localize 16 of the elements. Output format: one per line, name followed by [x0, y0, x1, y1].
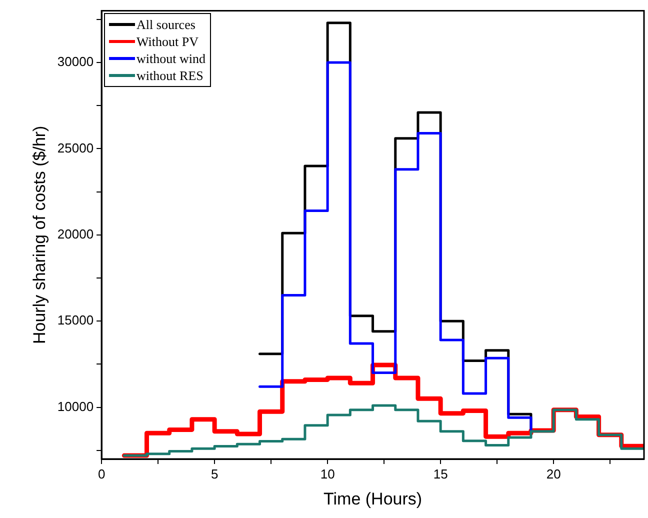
x-tick-label: 15: [433, 466, 448, 482]
y-axis-title: Hourly sharing of costs ($/hr): [30, 126, 49, 344]
y-tick-label: 30000: [57, 54, 94, 70]
x-tick-label: 5: [210, 466, 218, 482]
x-tick-label: 20: [546, 466, 561, 482]
y-tick-label: 10000: [57, 398, 94, 414]
y-tick-label: 15000: [57, 312, 94, 328]
x-tick-label: 0: [98, 466, 106, 482]
legend-label: without wind: [136, 50, 206, 67]
legend-label: Without PV: [136, 32, 198, 50]
x-axis-title: Time (Hours): [324, 489, 422, 508]
legend-label: without RES: [136, 66, 204, 84]
y-tick-label: 20000: [57, 226, 94, 242]
x-tick-label: 10: [320, 466, 335, 482]
y-tick-label: 25000: [57, 140, 94, 156]
legend-label: All sources: [136, 16, 196, 33]
